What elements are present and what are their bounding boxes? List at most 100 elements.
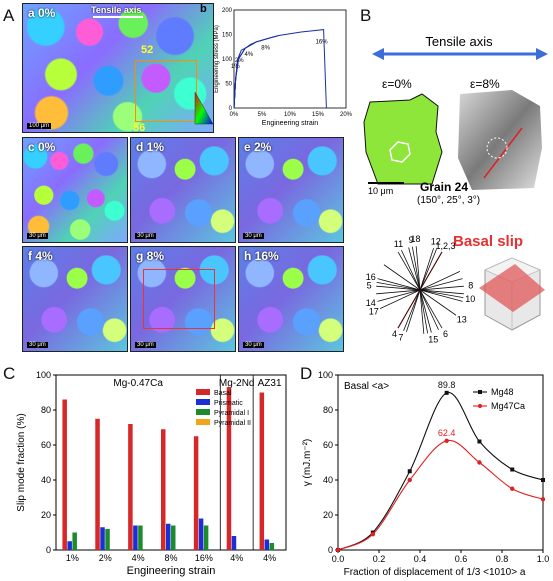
slip-trace-label: 5 xyxy=(367,281,372,291)
slip-trace-label: 17 xyxy=(369,307,379,317)
grain-24-outline-0 xyxy=(363,93,443,185)
ebsd-map-texture xyxy=(131,247,235,351)
plot-frame xyxy=(337,374,544,551)
map-tag: c 0% xyxy=(28,140,56,154)
bar-pyramidal-i xyxy=(203,525,209,550)
ipf-color-triangle xyxy=(194,91,214,125)
y-tick-label: 60 xyxy=(323,440,333,450)
tensile-axis-arrow-b xyxy=(372,48,548,60)
x-tick-label: 1% xyxy=(66,553,79,563)
slip-trace-label: 8 xyxy=(468,281,473,291)
curve-label: 1% xyxy=(231,64,240,70)
x-axis-label: Engineering strain xyxy=(262,120,319,127)
bar-basal xyxy=(128,424,133,550)
scale-bar-b: 10 μm xyxy=(368,186,394,196)
panel-letter-a: A xyxy=(3,6,15,25)
ebsd-map-c: c 0% 30 μm xyxy=(22,137,128,243)
bar-prismatic xyxy=(198,518,204,550)
bar-pyramidal-i xyxy=(269,543,275,550)
peak-label: 62.4 xyxy=(438,428,456,438)
slip-trace-line xyxy=(376,285,464,295)
ebsd-map-texture xyxy=(23,138,127,242)
curve-label: 16% xyxy=(316,40,329,46)
slip-trace-label: 13 xyxy=(457,314,467,324)
map-tag: f 4% xyxy=(28,249,53,263)
group-label: Mg-2Nd xyxy=(219,378,255,389)
y-tick-label: 100 xyxy=(36,370,51,380)
y-tick-label: 200 xyxy=(222,8,233,14)
y-tick-label: 100 xyxy=(318,370,333,380)
y-axis-label: Engineering stress (MPa) xyxy=(214,25,220,93)
y-axis-label: Slip mode fraction (%) xyxy=(16,413,27,511)
data-point xyxy=(407,477,412,483)
y-tick-label: 20 xyxy=(41,510,51,520)
legend-marker xyxy=(478,390,482,394)
data-point xyxy=(444,390,449,395)
x-tick-label: 4% xyxy=(263,553,276,563)
y-tick-label: 60 xyxy=(41,440,51,450)
curve-label: 2% xyxy=(235,58,244,64)
x-axis-label: Engineering strain xyxy=(127,565,216,577)
legend-swatch xyxy=(196,399,210,405)
legend-label: Mg47Ca xyxy=(491,401,525,411)
x-tick-label: 5% xyxy=(258,112,267,118)
y-tick-label: 40 xyxy=(41,475,51,485)
slip-trace-label: 16 xyxy=(366,272,376,282)
bar-prismatic xyxy=(100,527,105,550)
ebsd-map-texture xyxy=(239,138,343,242)
roi-box-a xyxy=(135,60,197,122)
bar-basal xyxy=(259,392,265,550)
data-point xyxy=(370,532,376,537)
bar-prismatic xyxy=(166,523,171,550)
y-tick-label: 0 xyxy=(229,106,233,112)
bar-prismatic xyxy=(133,525,138,550)
slip-trace-label: 12 xyxy=(431,236,441,246)
bar-pyramidal-i xyxy=(72,532,77,550)
bar-prismatic xyxy=(67,541,72,550)
grain-56-label: 56 xyxy=(133,122,146,133)
ebsd-map-texture xyxy=(23,247,127,351)
slip-trace-label: 6 xyxy=(443,329,448,339)
gsfe-line-chart: 0.0 0.2 0.4 0.6 0.8 1.0 0 20 40 60 80 100 γ (mJ.m⁻²)… xyxy=(302,370,549,578)
x-tick-label: 0.6 xyxy=(455,554,468,564)
data-point xyxy=(510,467,515,472)
data-point xyxy=(541,478,545,482)
bar-pyramidal-i xyxy=(138,525,143,550)
bar-basal xyxy=(226,387,232,550)
bar-pyramidal-i xyxy=(171,525,176,550)
bar-basal xyxy=(62,399,67,550)
bar-basal xyxy=(161,429,166,550)
series-line xyxy=(337,440,544,551)
y-tick-label: 0 xyxy=(46,545,51,555)
data-point xyxy=(335,547,341,553)
grain-24-label: Grain 24 xyxy=(420,180,469,194)
peak-label: 89.8 xyxy=(438,380,456,390)
x-tick-label: 0.2 xyxy=(373,554,386,564)
ebsd-map-texture xyxy=(239,247,343,351)
map-tag: d 1% xyxy=(136,140,165,154)
y-tick-label: 150 xyxy=(222,33,233,39)
scale-bar: 30 μm xyxy=(243,342,264,348)
slip-trace-label: 9 xyxy=(409,235,414,245)
scale-bar: 30 μm xyxy=(135,342,156,348)
data-point xyxy=(510,486,515,491)
grain-24-sem-8 xyxy=(458,90,542,190)
y-tick-label: 40 xyxy=(323,475,333,485)
x-tick-label: 4% xyxy=(230,553,243,563)
slip-trace-label: 4 xyxy=(392,329,397,339)
bar-prismatic xyxy=(231,536,237,550)
tensile-axis-arrow-a xyxy=(93,16,143,18)
x-tick-label: 0.0 xyxy=(332,554,345,564)
bar-pyramidal-i xyxy=(105,529,110,550)
data-point xyxy=(407,469,412,474)
plot-frame xyxy=(55,374,287,551)
tensile-axis-label-a: Tensile axis xyxy=(91,5,142,15)
plot-frame xyxy=(233,9,347,109)
strain-0-label: ε=0% xyxy=(382,77,412,91)
chart-title: Basal <a> xyxy=(344,381,389,392)
ebsd-map-e: e 2% 30 μm xyxy=(238,137,344,243)
group-label: AZ31 xyxy=(258,378,282,389)
bar-basal xyxy=(193,436,199,550)
legend-swatch xyxy=(196,419,210,425)
